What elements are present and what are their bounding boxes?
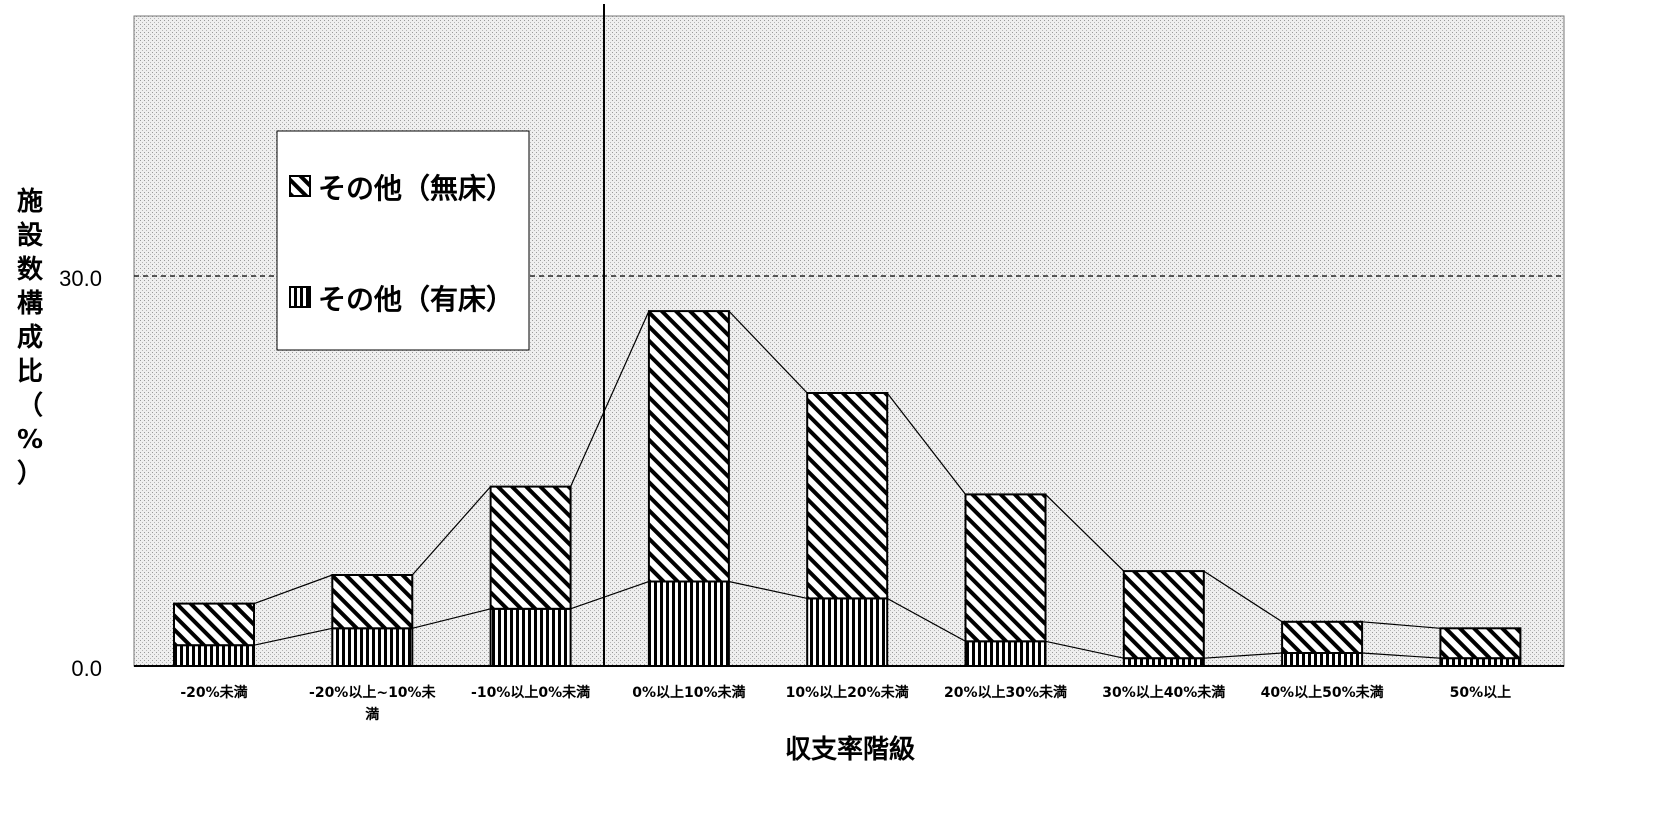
legend-swatch-unbedded — [289, 175, 311, 197]
bar-bedded — [173, 644, 255, 668]
bar-bedded — [647, 580, 730, 667]
x-tick-label: 50%以上 — [1450, 685, 1512, 701]
x-tick-label: -20%未満 — [180, 684, 247, 701]
bar-unbedded — [173, 602, 255, 647]
bar-bedded — [806, 597, 889, 668]
bar-unbedded — [331, 574, 414, 630]
bar-unbedded — [1439, 627, 1522, 660]
bar-unbedded — [1122, 570, 1205, 660]
x-tick-label: -20%以上~10%未満 — [309, 684, 437, 723]
bar-bedded — [1122, 657, 1205, 668]
x-tick-label: 20%以上30%未満 — [944, 684, 1067, 701]
bar-unbedded — [964, 493, 1047, 643]
x-tick-label: 10%以上20%未満 — [786, 684, 909, 701]
x-tick-label: 40%以上50%未満 — [1261, 684, 1384, 701]
bar-bedded — [331, 627, 414, 667]
bar-unbedded — [806, 392, 889, 600]
x-tick-label: -10%以上0%未満 — [471, 684, 590, 701]
bar-unbedded — [489, 485, 572, 610]
bar-bedded — [489, 607, 572, 667]
legend-label-bedded: その他（有床） — [318, 283, 514, 316]
bar-bedded — [1439, 657, 1522, 668]
y-axis-title: 施設数構成比（%） — [17, 186, 44, 489]
legend: その他（無床） その他（有床） — [276, 130, 530, 351]
y-tick-label: 0.0 — [71, 656, 102, 681]
series-line-bedded — [174, 580, 1521, 659]
bar-unbedded — [647, 310, 730, 583]
x-axis-title: 収支率階級 — [785, 734, 915, 765]
series-line-total — [174, 310, 1521, 629]
x-tick-label: 0%以上10%未満 — [632, 684, 745, 701]
legend-swatch-bedded — [289, 286, 311, 308]
bar-bedded — [1281, 652, 1364, 667]
legend-label-unbedded: その他（無床） — [318, 172, 514, 205]
bar-unbedded — [1281, 620, 1364, 654]
bar-bedded — [964, 640, 1047, 667]
x-tick-label: 30%以上40%未満 — [1102, 684, 1225, 701]
legend-box — [276, 130, 530, 351]
y-tick-label: 30.0 — [59, 266, 102, 291]
